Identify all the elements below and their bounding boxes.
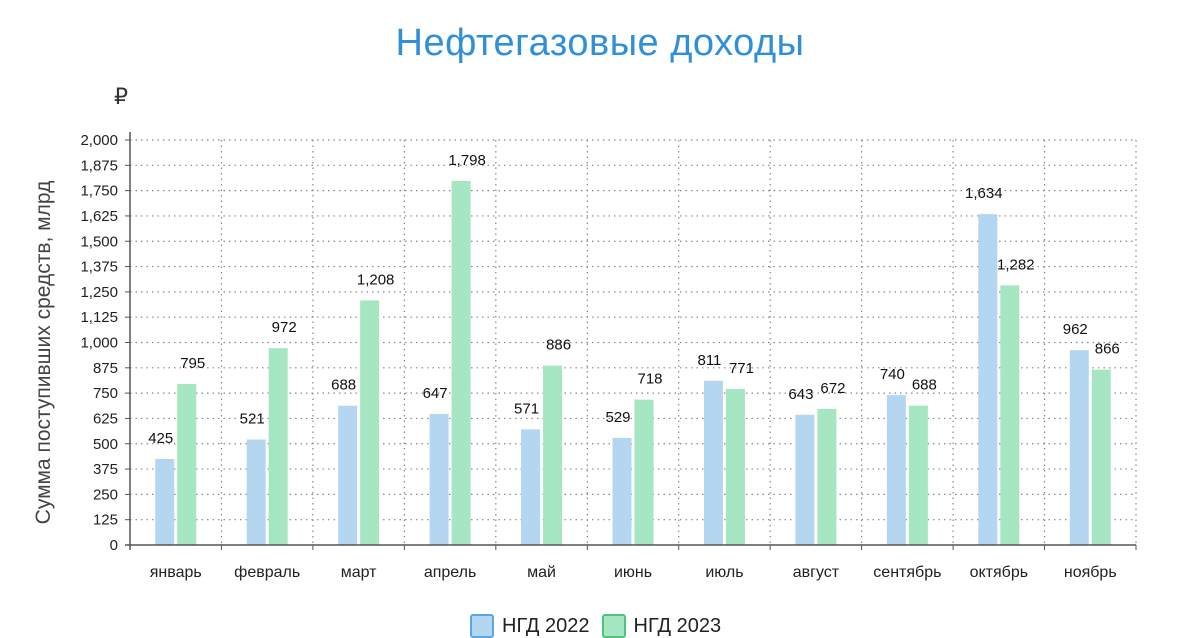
bar-2022	[612, 437, 632, 545]
y-tick-label: 1,500	[80, 233, 118, 250]
data-label-2022: 962	[1063, 321, 1088, 338]
y-tick-label: 500	[93, 436, 118, 453]
legend-label-2023: НГД 2023	[633, 614, 722, 637]
x-tick-label: сентябрь	[873, 564, 941, 581]
data-label-2023: 688	[912, 377, 937, 394]
x-tick-label: июль	[705, 564, 743, 581]
bar-2022	[338, 405, 358, 545]
x-tick-label: июнь	[614, 564, 652, 581]
legend-swatch-2023	[601, 614, 626, 638]
legend-label-2022: НГД 2022	[502, 614, 590, 637]
bar-2023	[451, 180, 471, 545]
x-tick-label: май	[527, 564, 556, 581]
data-label-2022: 643	[788, 386, 813, 403]
y-tick-label: 1,250	[80, 284, 118, 301]
data-label-2022: 647	[423, 385, 448, 402]
data-label-2023: 1,798	[448, 152, 486, 169]
legend-item-2022[interactable]: НГД 2022	[470, 614, 590, 638]
y-tick-label: 1,875	[80, 157, 118, 174]
x-tick-label: апрель	[424, 564, 477, 581]
x-tick-label: август	[793, 564, 840, 581]
y-tick-label: 750	[93, 385, 118, 402]
data-label-2023: 771	[729, 360, 754, 377]
x-tick-label: октябрь	[970, 564, 1028, 581]
data-label-2022: 571	[514, 400, 539, 417]
y-tick-label: 1,125	[80, 309, 118, 326]
bar-2022	[1069, 350, 1089, 545]
bar-2023	[268, 348, 288, 545]
data-label-2022: 521	[240, 410, 265, 427]
bar-2023	[543, 365, 563, 545]
y-tick-label: 1,625	[80, 208, 118, 225]
data-label-2023: 795	[180, 355, 205, 372]
y-tick-label: 1,375	[80, 259, 118, 276]
bar-2022	[521, 429, 541, 545]
bar-2022	[795, 414, 815, 545]
data-label-2023: 718	[637, 371, 662, 388]
bar-2022	[886, 395, 906, 545]
data-label-2023: 972	[272, 319, 297, 336]
bar-2022	[246, 439, 266, 545]
bar-2023	[1000, 285, 1020, 545]
bar-2023	[634, 399, 654, 545]
x-tick-label: январь	[150, 564, 202, 581]
legend: НГД 2022 НГД 2023	[470, 614, 725, 638]
data-label-2023: 672	[820, 380, 845, 397]
data-label-2023: 1,282	[997, 256, 1035, 273]
y-tick-label: 625	[93, 410, 118, 427]
x-tick-label: ноябрь	[1064, 564, 1117, 581]
bar-2023	[1091, 369, 1111, 545]
y-tick-label: 125	[93, 512, 118, 529]
data-label-2022: 811	[697, 352, 721, 369]
y-tick-label: 0	[110, 537, 118, 554]
bar-2023	[360, 300, 380, 545]
data-label-2022: 688	[331, 377, 356, 394]
chart-title: Нефтегазовые доходы	[395, 22, 805, 64]
x-tick-label: март	[341, 564, 377, 581]
legend-item-2023[interactable]: НГД 2023	[601, 614, 722, 638]
bar-2023	[177, 384, 197, 545]
bar-2022	[429, 413, 449, 545]
data-label-2023: 886	[546, 337, 571, 354]
currency-symbol: ₽	[114, 84, 128, 109]
data-label-2022: 1,634	[965, 185, 1003, 202]
y-tick-label: 875	[93, 360, 118, 377]
bar-2022	[155, 458, 175, 545]
y-tick-label: 250	[93, 486, 118, 503]
y-tick-label: 1,750	[80, 183, 118, 200]
bar-2022	[978, 214, 998, 546]
y-axis-title: Сумма поступивших средств, млрд	[32, 181, 55, 525]
data-label-2023: 866	[1095, 341, 1120, 358]
data-label-2022: 740	[880, 366, 905, 383]
x-tick-label: февраль	[234, 564, 300, 581]
data-label-2022: 529	[605, 409, 630, 426]
y-tick-label: 1,000	[80, 335, 118, 352]
y-tick-label: 375	[93, 461, 118, 478]
data-label-2022: 425	[148, 430, 173, 447]
data-label-2023: 1,208	[357, 271, 395, 288]
y-tick-label: 2,000	[80, 132, 118, 149]
bar-2023	[908, 405, 928, 545]
bar-2023	[817, 408, 837, 545]
bar-2023	[725, 388, 745, 545]
bar-2022	[703, 380, 723, 545]
legend-swatch-2022	[470, 614, 494, 638]
